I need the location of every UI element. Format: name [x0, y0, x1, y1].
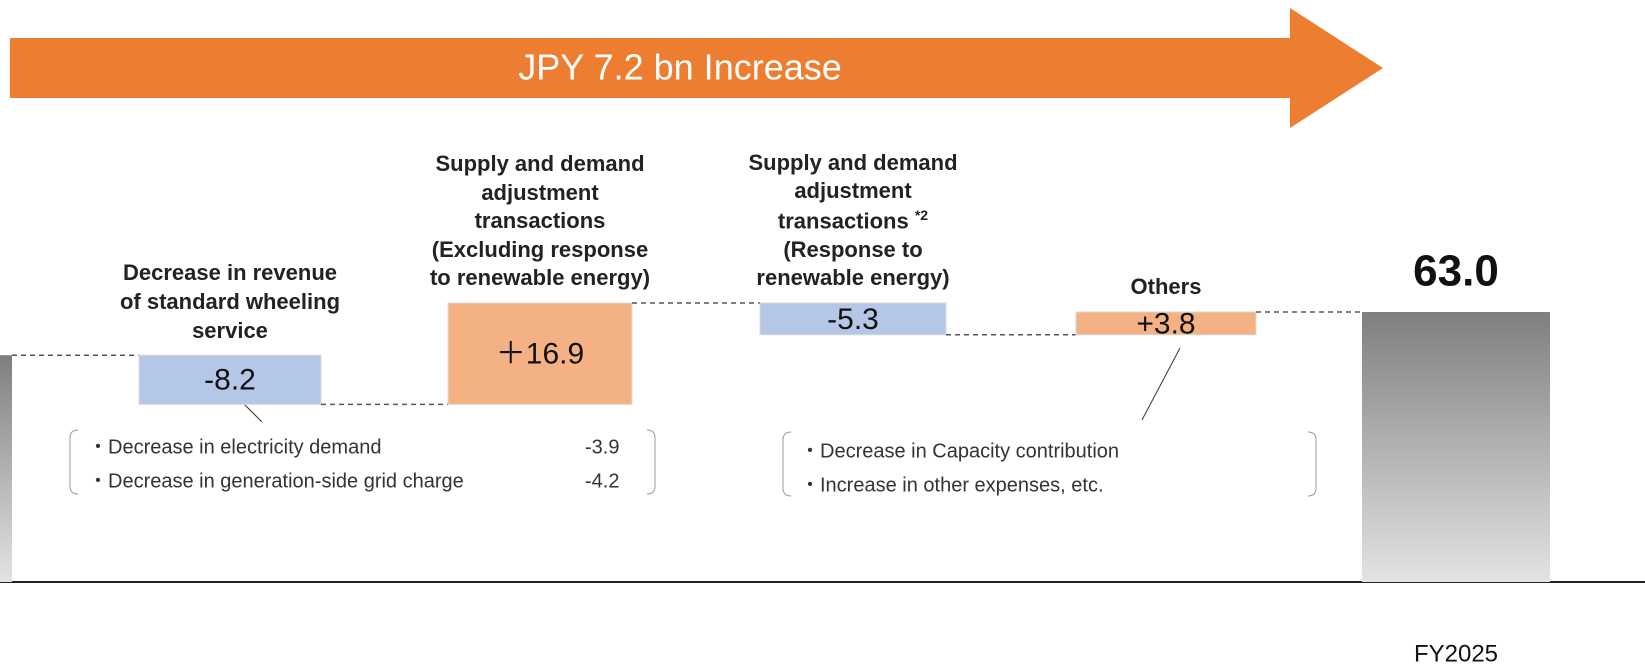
category-detail: (Response to renewable energy) — [756, 236, 950, 291]
note-bracket — [69, 429, 656, 495]
category-text: Supply and demand adjustment transaction… — [435, 151, 645, 234]
bar — [0, 355, 12, 582]
bar — [1362, 312, 1550, 582]
note-text: ・Decrease in electricity demand — [88, 436, 381, 458]
category-label: Supply and demand adjustment transaction… — [425, 150, 655, 293]
category-text: Others — [1130, 274, 1202, 300]
note-bracket — [782, 431, 1317, 497]
value-label: +3.8 — [1136, 307, 1195, 340]
value-label: -5.3 — [827, 303, 879, 336]
note-value: -4.2 — [585, 470, 619, 492]
category-text: Decrease in revenue of standard wheeling… — [119, 260, 341, 343]
banner-text: JPY 7.2 bn Increase — [518, 47, 842, 88]
note-text: ・Decrease in Capacity contribution — [800, 440, 1119, 462]
category-label: Supply and demand adjustment transaction… — [728, 149, 978, 293]
category-label: Others — [1066, 273, 1266, 302]
bar — [1075, 311, 1257, 336]
bar — [447, 302, 633, 405]
value-label: 63.0 — [1413, 247, 1499, 296]
footnote-mark: *2 — [914, 206, 929, 223]
bar — [138, 354, 322, 405]
value-label: -8.2 — [204, 364, 256, 397]
note-text: ・Increase in other expenses, etc. — [800, 474, 1104, 496]
category-detail: (Excluding response to renewable energy) — [429, 236, 651, 291]
banner-arrow — [10, 8, 1383, 128]
note-text: ・Decrease in generation-side grid charge — [88, 470, 464, 492]
bar — [759, 302, 947, 336]
leader-line — [243, 403, 263, 423]
category-label: Decrease in revenue of standard wheeling… — [113, 259, 348, 345]
note-value: -3.9 — [585, 436, 619, 458]
x-tick-label: FY2025 — [1414, 640, 1498, 667]
category-text: Supply and demand adjustment transaction… — [748, 149, 958, 234]
value-label: ＋16.9 — [496, 338, 584, 371]
leader-line — [1141, 347, 1181, 421]
